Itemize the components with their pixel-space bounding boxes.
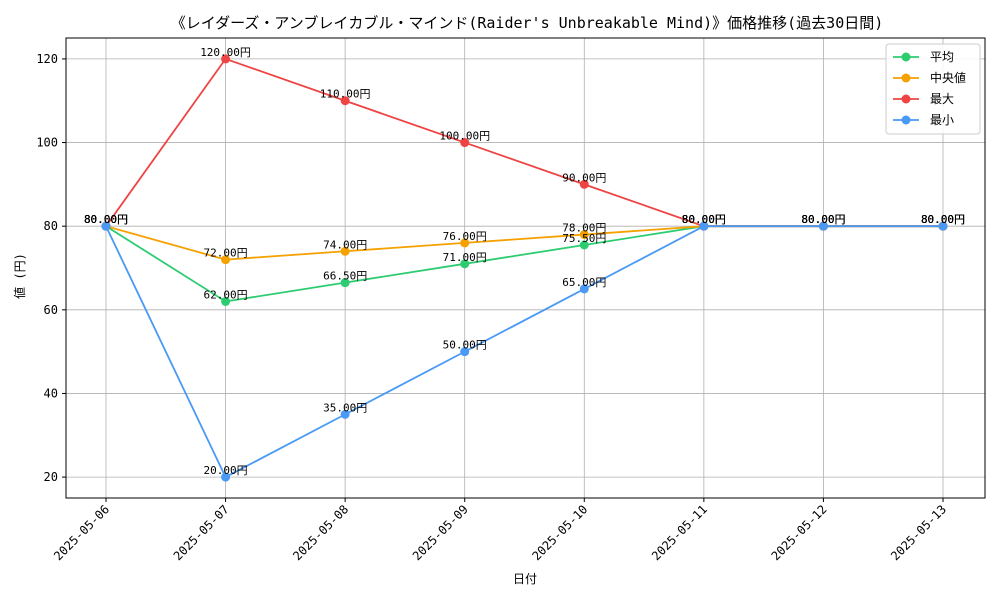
y-tick-label: 40 — [44, 386, 58, 400]
data-label: 80.00円 — [682, 213, 726, 226]
y-tick-label: 20 — [44, 470, 58, 484]
data-label: 120.00円 — [200, 46, 251, 59]
data-point — [460, 138, 470, 148]
series-line — [105, 225, 943, 479]
legend-swatch-marker — [901, 52, 911, 62]
data-point — [460, 238, 470, 248]
data-label: 65.00円 — [562, 276, 606, 289]
x-tick-label: 2025-05-09 — [410, 502, 471, 563]
data-label: 80.00円 — [682, 213, 726, 226]
legend-item: 最大 — [893, 92, 954, 106]
data-label: 80.00円 — [84, 213, 128, 226]
data-point — [579, 179, 589, 189]
data-point — [340, 409, 350, 419]
legend-swatch-marker — [901, 94, 911, 104]
data-point — [579, 284, 589, 294]
data-label: 62.00円 — [204, 288, 248, 301]
legend-item: 最小 — [893, 113, 954, 127]
plot-frame — [65, 37, 986, 499]
data-label: 35.00円 — [323, 401, 367, 414]
data-label: 90.00円 — [562, 171, 606, 184]
legend-item: 中央値 — [893, 70, 966, 85]
data-point — [340, 278, 350, 288]
x-tick-label: 2025-05-12 — [769, 502, 830, 563]
data-label: 80.00円 — [921, 213, 965, 226]
x-tick-label: 2025-05-13 — [888, 502, 949, 563]
data-label: 76.00円 — [443, 230, 487, 243]
data-point — [221, 255, 231, 265]
data-label: 75.50円 — [562, 232, 606, 245]
y-axis-label: 値 (円) — [12, 253, 27, 299]
x-tick-label: 2025-05-11 — [649, 502, 710, 563]
data-label: 80.00円 — [921, 213, 965, 226]
data-point — [221, 54, 231, 64]
series-layer — [101, 54, 948, 482]
data-label: 80.00円 — [801, 213, 845, 226]
data-point — [579, 230, 589, 240]
y-tick-label: 120 — [36, 52, 58, 66]
data-label: 50.00円 — [443, 339, 487, 352]
data-label: 80.00円 — [921, 213, 965, 226]
data-point — [460, 347, 470, 357]
data-label: 80.00円 — [84, 213, 128, 226]
data-point — [101, 221, 111, 231]
data-label: 71.00円 — [443, 251, 487, 264]
y-tick-label: 60 — [44, 303, 58, 317]
data-point — [340, 246, 350, 256]
data-label: 80.00円 — [801, 213, 845, 226]
data-point — [221, 296, 231, 306]
data-point — [340, 96, 350, 106]
grid-lines — [66, 38, 985, 498]
data-point — [938, 221, 948, 231]
data-label: 80.00円 — [84, 213, 128, 226]
data-point — [221, 472, 231, 482]
data-label: 72.00円 — [204, 247, 248, 260]
data-point — [818, 221, 828, 231]
data-point — [579, 240, 589, 250]
data-label: 80.00円 — [682, 213, 726, 226]
data-label: 110.00円 — [320, 88, 371, 101]
data-label: 80.00円 — [801, 213, 845, 226]
data-label: 66.50円 — [323, 270, 367, 283]
data-label: 80.00円 — [801, 213, 845, 226]
data-label: 80.00円 — [84, 213, 128, 226]
legend-label: 最小 — [930, 113, 954, 127]
data-label: 80.00円 — [682, 213, 726, 226]
legend-swatch-marker — [901, 115, 911, 125]
legend-label: 平均 — [930, 50, 954, 64]
legend-label: 中央値 — [930, 70, 966, 85]
legend-box — [885, 43, 981, 135]
chart-title: 《レイダーズ・アンブレイカブル・マインド(Raider's Unbreakabl… — [171, 14, 884, 32]
x-tick-label: 2025-05-07 — [171, 502, 232, 563]
data-labels: 80.00円 62.00円 66.50円 71.00円 75.50円 80.00円 80.0… — [84, 46, 965, 477]
x-axis-label: 日付 — [513, 572, 537, 586]
data-point — [460, 259, 470, 269]
data-label: 80.00円 — [921, 213, 965, 226]
legend-swatch-marker — [901, 73, 911, 83]
x-tick-label: 2025-05-10 — [529, 502, 590, 563]
x-tick-label: 2025-05-06 — [51, 502, 112, 563]
data-label: 78.00円 — [562, 222, 606, 235]
data-label: 74.00円 — [323, 238, 367, 251]
axis-ticks: 2025-05-06 2025-05-07 2025-05-08 2025-05-09… — [36, 52, 949, 563]
y-tick-label: 80 — [44, 219, 58, 233]
legend-item: 平均 — [893, 50, 954, 64]
data-label: 100.00円 — [439, 130, 490, 143]
data-label: 20.00円 — [204, 464, 248, 477]
x-tick-label: 2025-05-08 — [290, 502, 351, 563]
series-4 — [101, 221, 948, 482]
data-point — [699, 221, 709, 231]
legend-label: 最大 — [930, 92, 954, 106]
y-tick-label: 100 — [36, 136, 58, 150]
